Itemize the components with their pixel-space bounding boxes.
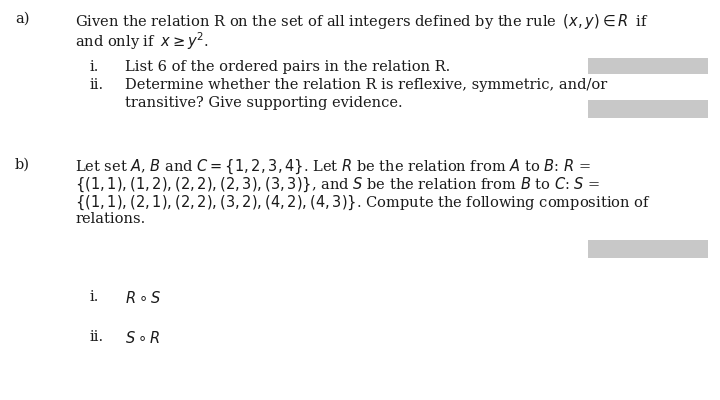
Text: transitive? Give supporting evidence.: transitive? Give supporting evidence. [125, 96, 402, 110]
Text: $\{(1,1), (1,2), (2,2), (2,3), (3,3)\}$, and $S$ be the relation from $B$ to $C$: $\{(1,1), (1,2), (2,2), (2,3), (3,3)\}$,… [75, 176, 600, 194]
Text: and only if  $x \geq y^2$.: and only if $x \geq y^2$. [75, 30, 209, 52]
Text: $\{(1,1), (2,1), (2,2), (3,2), (4,2), (4,3)\}$. Compute the following compositio: $\{(1,1), (2,1), (2,2), (3,2), (4,2), (4… [75, 194, 651, 212]
Text: relations.: relations. [75, 212, 145, 226]
FancyBboxPatch shape [588, 240, 708, 258]
Text: b): b) [15, 158, 30, 172]
Text: ii.: ii. [90, 330, 104, 344]
Text: a): a) [15, 12, 30, 26]
FancyBboxPatch shape [588, 100, 708, 118]
Text: ii.: ii. [90, 78, 104, 92]
Text: Given the relation R on the set of all integers defined by the rule  $(x, y) \in: Given the relation R on the set of all i… [75, 12, 648, 31]
FancyBboxPatch shape [588, 58, 708, 74]
Text: List 6 of the ordered pairs in the relation R.: List 6 of the ordered pairs in the relat… [125, 60, 450, 74]
Text: i.: i. [90, 290, 99, 304]
Text: Let set $A$, $B$ and $C = \{1, 2, 3, 4\}$. Let $R$ be the relation from $A$ to $: Let set $A$, $B$ and $C = \{1, 2, 3, 4\}… [75, 158, 590, 176]
Text: Determine whether the relation R is reflexive, symmetric, and/or: Determine whether the relation R is refl… [125, 78, 607, 92]
Text: $R \circ S$: $R \circ S$ [125, 290, 161, 306]
Text: i.: i. [90, 60, 99, 74]
Text: $S \circ R$: $S \circ R$ [125, 330, 160, 346]
